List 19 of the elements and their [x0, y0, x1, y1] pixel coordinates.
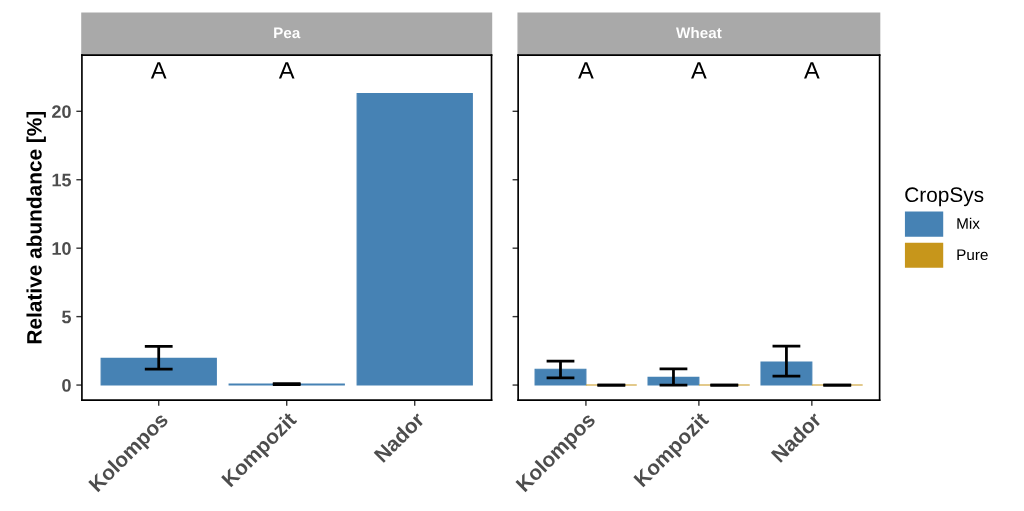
- y-axis-title: Relative abundance [%]: [26, 111, 46, 344]
- annotation: A: [804, 62, 820, 79]
- chart-title: Pea: [274, 27, 301, 39]
- legend-title: CropSys: [905, 187, 984, 207]
- annotation: A: [278, 62, 295, 79]
- legend-label: Pure: [957, 249, 988, 261]
- y-tick-label: 15: [52, 173, 71, 187]
- y-tick-label: 20: [52, 105, 71, 119]
- bar: [760, 361, 813, 386]
- bar: [356, 92, 473, 386]
- annotation: A: [578, 62, 594, 79]
- y-tick-label: 5: [62, 310, 71, 324]
- legend-label: Mix: [957, 217, 980, 229]
- bar: [100, 357, 217, 386]
- annotation: A: [150, 62, 167, 79]
- y-tick-label: 0: [62, 378, 71, 392]
- annotation: A: [691, 62, 707, 79]
- chart-title: Wheat: [675, 27, 722, 39]
- y-tick-label: 10: [52, 242, 71, 255]
